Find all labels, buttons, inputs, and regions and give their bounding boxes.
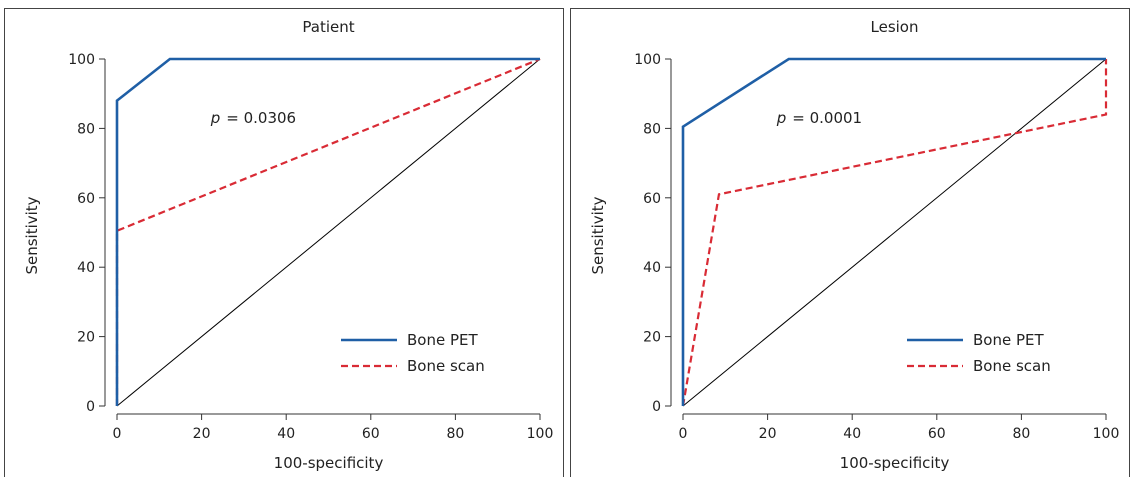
x-tick-label: 20 — [759, 426, 777, 442]
p-value-annotation: p = 0.0306 — [210, 109, 296, 127]
y-tick-label: 20 — [643, 330, 661, 346]
y-tick-label: 80 — [643, 121, 661, 137]
y-tick-label: 60 — [643, 191, 661, 207]
series-line-bone-scan — [681, 59, 1108, 407]
p-value-annotation: p = 0.0001 — [776, 109, 862, 127]
chart-title: Patient — [302, 18, 354, 36]
p-value-text: = 0.0001 — [792, 109, 862, 127]
p-symbol: p — [210, 109, 221, 127]
chart-panel-lesion: Lesion 0 20 40 60 80 100 0 20 40 60 80 100 100-specif… — [570, 8, 1132, 478]
y-tick-label: 100 — [68, 52, 95, 68]
series-line-bone-pet — [681, 57, 1106, 406]
y-tick-label: 80 — [77, 121, 95, 137]
series-line-bone-pet — [115, 57, 540, 406]
x-tick-label: 60 — [928, 426, 946, 442]
x-tick-label: 0 — [113, 426, 122, 442]
x-tick-label: 0 — [679, 426, 688, 442]
legend-label-bone-pet: Bone PET — [407, 331, 478, 349]
x-axis-label: 100-specificity — [840, 454, 950, 472]
x-tick-label: 80 — [1012, 426, 1030, 442]
chart-panel-patient: Patient 0 20 40 60 80 100 0 20 40 60 80 100 100-speci… — [4, 8, 566, 478]
roc-chart-patient: Patient 0 20 40 60 80 100 0 20 40 60 80 100 100-speci… — [23, 18, 554, 472]
reference-diagonal-line — [682, 58, 1107, 407]
p-symbol: p — [776, 109, 787, 127]
legend-label-bone-scan: Bone scan — [973, 357, 1051, 375]
y-axis-label: Sensitivity — [589, 196, 607, 274]
y-tick-label: 20 — [77, 330, 95, 346]
panel-frame — [570, 8, 1130, 477]
y-tick-label: 0 — [652, 399, 661, 415]
legend-label-bone-pet: Bone PET — [973, 331, 1044, 349]
x-tick-label: 100 — [527, 426, 554, 442]
x-axis-label: 100-specificity — [274, 454, 384, 472]
x-tick-label: 100 — [1093, 426, 1120, 442]
reference-diagonal-line — [116, 58, 541, 407]
legend-label-bone-scan: Bone scan — [407, 357, 485, 375]
roc-chart-lesion: Lesion 0 20 40 60 80 100 0 20 40 60 80 100 100-specif… — [589, 18, 1120, 472]
y-tick-label: 0 — [86, 399, 95, 415]
y-tick-label: 100 — [634, 52, 661, 68]
y-tick-label: 60 — [77, 191, 95, 207]
x-tick-label: 60 — [362, 426, 380, 442]
p-value-text: = 0.0306 — [226, 109, 296, 127]
x-tick-label: 40 — [277, 426, 295, 442]
x-tick-label: 80 — [446, 426, 464, 442]
panel-frame — [4, 8, 564, 477]
y-tick-label: 40 — [77, 260, 95, 276]
y-tick-label: 40 — [643, 260, 661, 276]
x-tick-label: 40 — [843, 426, 861, 442]
x-tick-label: 20 — [193, 426, 211, 442]
chart-title: Lesion — [871, 18, 919, 36]
y-axis-label: Sensitivity — [23, 196, 41, 274]
